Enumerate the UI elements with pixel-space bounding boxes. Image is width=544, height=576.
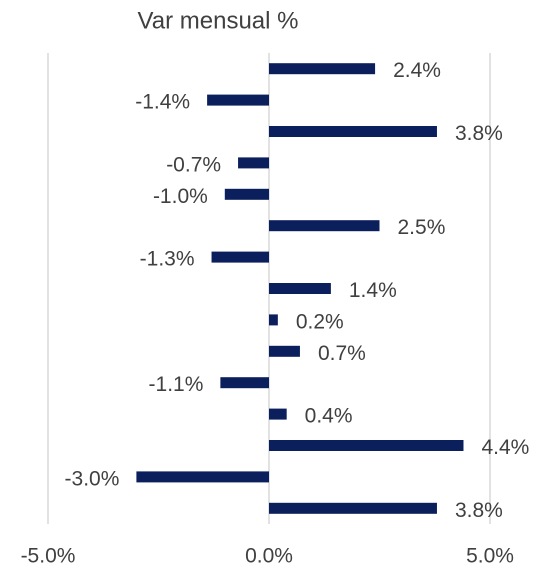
value-label: 4.4% [481,436,529,459]
value-label: 0.7% [318,342,366,365]
x-tick-label: -5.0% [21,545,76,568]
value-label: -1.3% [140,248,195,271]
bar [269,220,380,232]
value-label: -0.7% [166,153,221,176]
x-tick-label: 0.0% [245,545,293,568]
value-label: -3.0% [65,467,120,490]
bar [238,157,269,169]
value-label: 3.8% [455,499,503,522]
bar [269,440,464,451]
value-label: 2.4% [393,59,441,82]
x-tick-label: 5.0% [466,545,514,568]
bar [269,283,331,294]
value-label: -1.1% [149,373,204,396]
value-label: 3.8% [455,122,503,145]
bar [269,314,278,326]
value-label: 0.2% [296,310,344,333]
bar [207,94,269,106]
chart-title: Var mensual % [138,7,299,34]
bar [269,126,437,137]
value-label: -1.4% [135,91,190,114]
value-label: 1.4% [349,279,397,302]
value-label: -1.0% [153,185,208,208]
bar [220,377,269,389]
bar [269,502,437,514]
bar [136,471,269,483]
bar [211,251,269,263]
value-label: 0.4% [305,405,353,428]
value-label: 2.5% [398,216,446,239]
bar [269,408,287,420]
bar [224,188,269,200]
bar [269,345,300,357]
bar [269,63,376,75]
